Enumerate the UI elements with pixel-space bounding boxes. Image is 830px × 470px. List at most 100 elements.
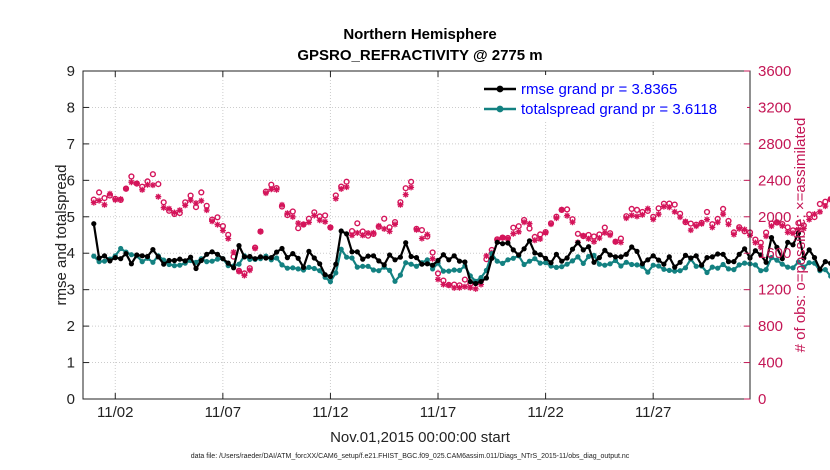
obs-assimilated-marker bbox=[429, 255, 436, 262]
obs-assimilated-marker bbox=[359, 232, 366, 239]
totalspread-point bbox=[403, 260, 409, 266]
totalspread-point bbox=[510, 255, 516, 261]
obs-assimilated-marker bbox=[257, 228, 264, 235]
obs-assimilated-marker bbox=[585, 235, 592, 242]
rmse-point bbox=[311, 255, 317, 261]
obs-assimilated-marker bbox=[451, 284, 458, 291]
totalspread-point bbox=[553, 264, 560, 270]
totalspread-point bbox=[478, 275, 484, 281]
totalspread-point bbox=[575, 254, 581, 260]
obs-assimilated-marker bbox=[811, 211, 818, 218]
totalspread-point bbox=[742, 260, 748, 266]
rmse-point bbox=[602, 247, 608, 253]
totalspread-point bbox=[677, 268, 683, 274]
obs-possible-marker bbox=[687, 220, 694, 227]
rmse-point bbox=[553, 251, 560, 257]
rmse-point bbox=[725, 259, 732, 265]
rmse-point bbox=[171, 257, 177, 264]
obs-assimilated-marker bbox=[424, 231, 431, 238]
rmse-point bbox=[451, 253, 457, 259]
totalspread-point bbox=[171, 263, 177, 269]
rmse-point bbox=[274, 249, 280, 255]
obs-assimilated-marker bbox=[682, 218, 689, 225]
totalspread-point bbox=[209, 258, 215, 264]
obs-assimilated-marker bbox=[230, 249, 237, 256]
obs-assimilated-marker bbox=[537, 236, 544, 242]
obs-assimilated-marker bbox=[155, 193, 162, 200]
rmse-point bbox=[462, 259, 468, 265]
obs-assimilated-marker bbox=[736, 225, 743, 232]
obs-assimilated-marker bbox=[273, 186, 280, 193]
obs-assimilated-marker bbox=[644, 205, 651, 212]
y-tick-label-left: 0 bbox=[67, 391, 75, 408]
rmse-point bbox=[370, 253, 377, 259]
rmse-point bbox=[494, 239, 500, 245]
obs-assimilated-marker bbox=[795, 226, 802, 233]
rmse-point bbox=[327, 273, 333, 280]
obs-assimilated-marker bbox=[580, 232, 587, 239]
rmse-point bbox=[166, 257, 172, 264]
rmse-point bbox=[344, 231, 350, 237]
obs-assimilated-marker bbox=[149, 182, 156, 189]
obs-assimilated-marker bbox=[252, 245, 259, 252]
obs-assimilated-marker bbox=[236, 268, 242, 275]
rmse-point bbox=[252, 256, 258, 262]
totalspread-point bbox=[634, 262, 640, 268]
totalspread-point bbox=[559, 264, 565, 270]
totalspread-point bbox=[709, 264, 715, 270]
obs-assimilated-marker bbox=[171, 209, 178, 216]
obs-assimilated-marker bbox=[343, 184, 350, 191]
rmse-point bbox=[817, 266, 823, 272]
obs-possible-marker bbox=[101, 195, 108, 202]
rmse-point bbox=[822, 259, 828, 265]
totalspread-point bbox=[327, 279, 333, 285]
right-axis-tick-labels: 0 400 800 1200 1600 2000 2400 2800 3200 3600 bbox=[758, 63, 791, 408]
totalspread-point bbox=[360, 263, 366, 269]
rmse-point bbox=[440, 252, 446, 258]
obs-assimilated-marker bbox=[768, 223, 775, 230]
obs-assimilated-marker bbox=[209, 218, 216, 225]
y-axis-label-left: rmse and totalspread bbox=[53, 165, 70, 306]
obs-assimilated-marker bbox=[601, 229, 608, 236]
totalspread-point bbox=[311, 265, 317, 272]
obs-possible-marker bbox=[149, 171, 157, 178]
obs-assimilated-marker bbox=[268, 186, 275, 193]
rmse-point bbox=[489, 255, 495, 261]
totalspread-point bbox=[645, 269, 651, 275]
rmse-point bbox=[419, 261, 425, 267]
totalspread-point bbox=[365, 263, 371, 269]
totalspread-point bbox=[785, 264, 791, 270]
y-tick-label-left: 7 bbox=[67, 136, 75, 153]
rmse-point bbox=[387, 252, 393, 258]
rmse-point bbox=[779, 256, 785, 262]
totalspread-point bbox=[725, 266, 732, 272]
rmse-point bbox=[661, 261, 667, 267]
totalspread-point bbox=[666, 267, 672, 273]
totalspread-point bbox=[602, 262, 608, 268]
rmse-point bbox=[392, 257, 398, 263]
obs-assimilated-marker bbox=[316, 217, 323, 224]
obs-assimilated-marker bbox=[757, 243, 764, 250]
obs-assimilated-marker bbox=[515, 228, 522, 235]
rmse-point bbox=[317, 261, 323, 267]
obs-assimilated-marker bbox=[617, 239, 624, 246]
totalspread-point bbox=[618, 263, 624, 269]
totalspread-point bbox=[91, 253, 97, 259]
obs-assimilated-marker bbox=[386, 228, 393, 235]
obs-possible-marker bbox=[515, 223, 522, 230]
rmse-point bbox=[123, 251, 129, 257]
obs-assimilated-marker bbox=[704, 216, 710, 223]
obs-assimilated-marker bbox=[295, 220, 302, 227]
totalspread-point bbox=[451, 267, 457, 273]
rmse-point bbox=[709, 254, 715, 260]
totalspread-point bbox=[317, 268, 323, 274]
totalspread-point bbox=[532, 256, 538, 262]
rmse-point bbox=[559, 258, 565, 264]
obs-assimilated-marker bbox=[531, 237, 538, 244]
rmse-point bbox=[763, 259, 769, 265]
x-tick-label: 11/02 bbox=[97, 404, 133, 421]
obs-markers bbox=[90, 171, 830, 292]
totalspread-point bbox=[456, 267, 463, 273]
rmse-point bbox=[526, 238, 533, 244]
obs-assimilated-marker bbox=[413, 226, 420, 233]
